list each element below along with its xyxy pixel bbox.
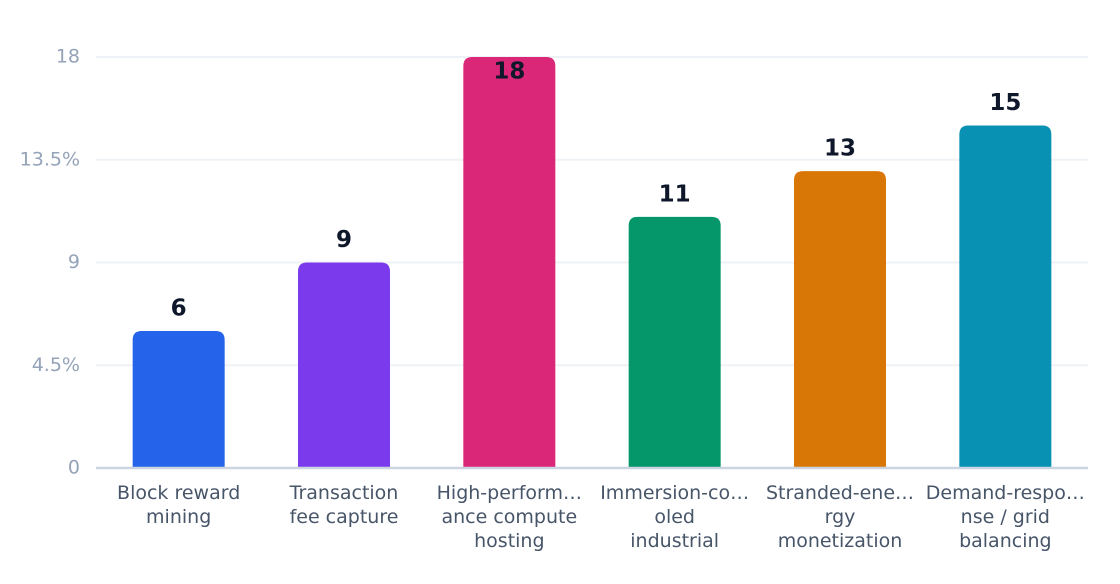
y-tick-label: 18 <box>56 46 80 68</box>
y-tick-label: 0 <box>68 457 80 479</box>
x-tick-label: Immersion-co… oled industrial <box>600 482 749 552</box>
x-tick-label: Transaction fee capture <box>289 482 399 528</box>
bar <box>959 125 1052 468</box>
value-label: 9 <box>336 227 352 253</box>
value-label: 18 <box>493 59 525 85</box>
value-label: 6 <box>171 296 187 322</box>
bar <box>132 331 225 468</box>
bar <box>298 262 390 468</box>
x-tick-label: Demand-respo… nse / grid balancing <box>926 482 1085 552</box>
bar <box>463 57 556 468</box>
x-tick-label: Block reward mining <box>117 482 240 528</box>
y-tick-label: 4.5% <box>32 354 80 376</box>
x-tick-label: High-perform… ance compute hosting <box>437 482 582 552</box>
y-tick-label: 9 <box>68 251 80 273</box>
x-tick-label: Stranded-ene… rgy monetization <box>766 482 914 552</box>
value-label: 13 <box>824 136 856 162</box>
bar <box>794 171 886 468</box>
value-label: 11 <box>659 181 691 207</box>
y-tick-label: 13.5% <box>20 148 80 170</box>
bar <box>628 216 721 468</box>
value-label: 15 <box>989 90 1021 116</box>
